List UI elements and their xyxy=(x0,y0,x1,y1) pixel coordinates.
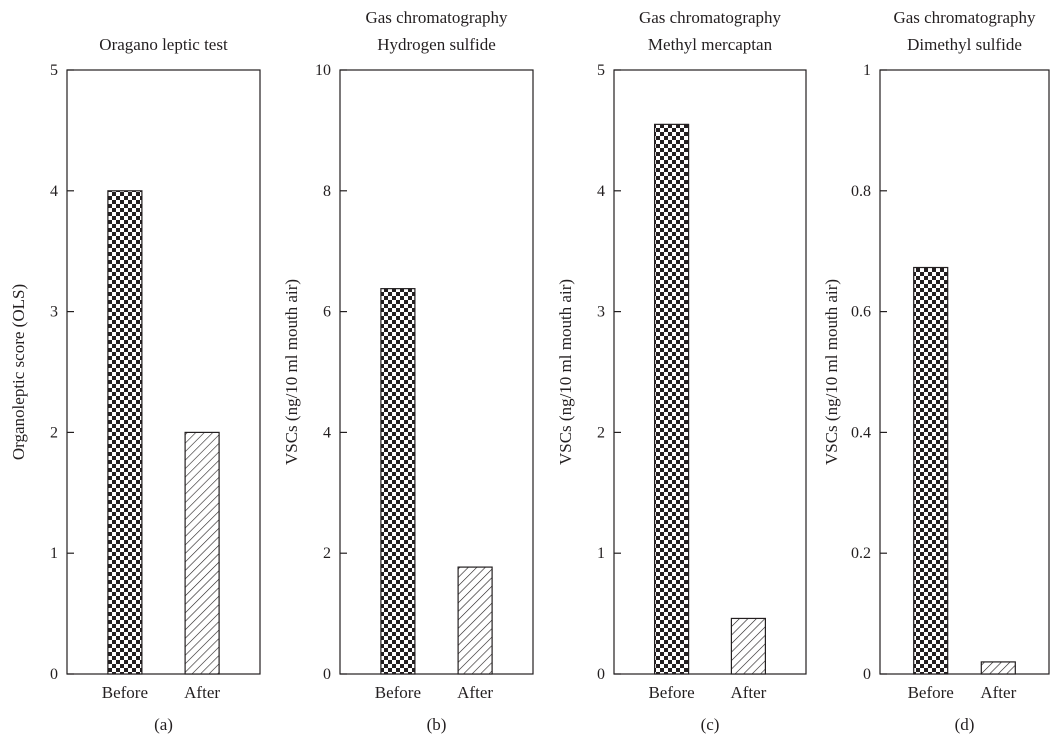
x-category-label: After xyxy=(980,683,1016,702)
y-tick-label: 5 xyxy=(597,62,605,79)
plot-frame-3 xyxy=(613,69,807,675)
chart-title-line: Dimethyl sulfide xyxy=(907,35,1022,54)
chart-title-line: Gas chromatography xyxy=(365,8,508,27)
y-tick-label: 0 xyxy=(597,666,605,683)
y-axis-label: VSCs (ng/10 ml mouth air) xyxy=(556,279,575,465)
y-tick-label: 4 xyxy=(50,183,58,200)
y-tick-label: 3 xyxy=(50,304,58,321)
bar xyxy=(653,123,690,675)
bar xyxy=(107,190,143,675)
y-tick-label: 5 xyxy=(50,62,58,79)
x-category-label: Before xyxy=(908,683,954,702)
y-tick-label: 8 xyxy=(323,183,331,200)
y-tick-label: 0 xyxy=(50,666,58,683)
y-tick-label: 10 xyxy=(315,62,331,79)
chart-title-line: Gas chromatography xyxy=(639,8,782,27)
y-tick-label: 4 xyxy=(597,183,605,200)
bar xyxy=(913,266,949,675)
y-tick-label: 6 xyxy=(323,304,331,321)
panel-label: (d) xyxy=(955,715,975,734)
y-tick-label: 1 xyxy=(597,545,605,562)
y-tick-label: 2 xyxy=(323,545,331,562)
chart-title-line: Methyl mercaptan xyxy=(648,35,773,54)
x-category-label: Before xyxy=(102,683,148,702)
panel-label: (a) xyxy=(154,715,173,734)
y-tick-label: 0.6 xyxy=(851,304,871,321)
y-tick-label: 3 xyxy=(597,304,605,321)
chart-title-line: Gas chromatography xyxy=(893,8,1036,27)
plot-frame-4 xyxy=(879,69,1050,675)
y-tick-label: 2 xyxy=(597,424,605,441)
y-axis-label: VSCs (ng/10 ml mouth air) xyxy=(282,279,301,465)
y-tick-label: 1 xyxy=(863,62,871,79)
chart-title-line: Hydrogen sulfide xyxy=(377,35,496,54)
y-tick-label: 0 xyxy=(323,666,331,683)
x-category-label: Before xyxy=(648,683,694,702)
y-axis-label: Organoleptic score (OLS) xyxy=(9,284,28,460)
y-tick-label: 0.2 xyxy=(851,545,871,562)
y-tick-label: 0 xyxy=(863,666,871,683)
chart-title-line: Oragano leptic test xyxy=(99,35,228,54)
y-tick-label: 1 xyxy=(50,545,58,562)
panel-label: (b) xyxy=(427,715,447,734)
panel-label: (c) xyxy=(701,715,720,734)
bar xyxy=(184,431,220,675)
bar xyxy=(380,288,416,675)
bar xyxy=(730,617,767,675)
y-tick-label: 0.4 xyxy=(851,424,871,441)
plot-frame-1 xyxy=(66,69,261,675)
y-tick-label: 0.8 xyxy=(851,183,871,200)
x-category-label: After xyxy=(184,683,220,702)
y-tick-label: 2 xyxy=(50,424,58,441)
x-category-label: After xyxy=(730,683,766,702)
plot-frame-2 xyxy=(339,69,534,675)
bar xyxy=(457,566,493,675)
x-category-label: After xyxy=(457,683,493,702)
y-axis-label: VSCs (ng/10 ml mouth air) xyxy=(822,279,841,465)
bar xyxy=(980,661,1016,675)
y-tick-label: 4 xyxy=(323,424,331,441)
x-category-label: Before xyxy=(375,683,421,702)
